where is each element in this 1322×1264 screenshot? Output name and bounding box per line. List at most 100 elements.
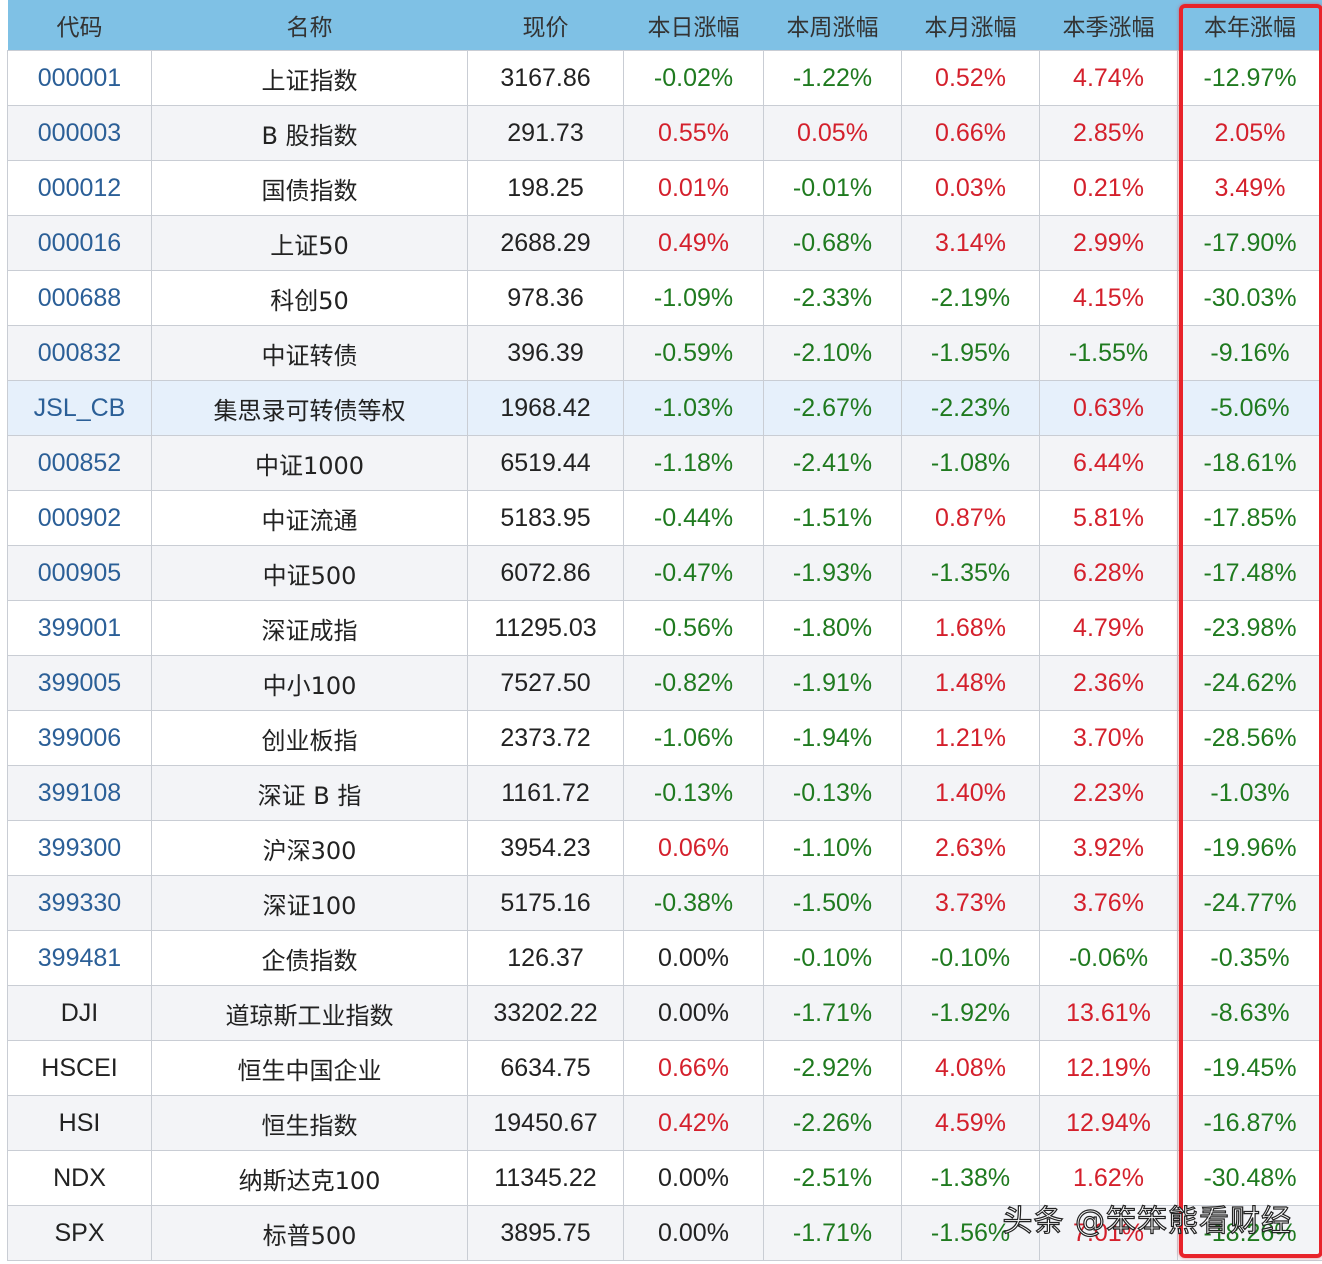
- quarter-change: -0.06%: [1039, 930, 1178, 986]
- index-code-link[interactable]: 399005: [7, 655, 152, 711]
- year-change: -18.26%: [1177, 1205, 1322, 1261]
- year-change: -9.16%: [1177, 325, 1322, 381]
- quarter-change: 4.15%: [1039, 270, 1178, 326]
- index-name: 中证转债: [151, 325, 468, 381]
- index-code-link[interactable]: 399330: [7, 875, 152, 931]
- current-price: 198.25: [467, 160, 624, 216]
- week-change: -0.10%: [763, 930, 902, 986]
- week-change: -2.33%: [763, 270, 902, 326]
- index-code-link[interactable]: 000852: [7, 435, 152, 491]
- table-row[interactable]: 000012 国债指数 198.25 0.01% -0.01% 0.03% 0.21% 3.4…: [7, 160, 1322, 216]
- current-price: 978.36: [467, 270, 624, 326]
- year-change: -17.48%: [1177, 545, 1322, 601]
- index-code-link[interactable]: 000902: [7, 490, 152, 546]
- week-change: -2.26%: [763, 1095, 902, 1151]
- index-code-link[interactable]: 399481: [7, 930, 152, 986]
- index-code-link[interactable]: 000688: [7, 270, 152, 326]
- table-row[interactable]: 000902 中证流通 5183.95 -0.44% -1.51% 0.87% 5.81% -…: [7, 490, 1322, 546]
- header-day-change[interactable]: 本日涨幅: [623, 0, 764, 51]
- table-row[interactable]: DJI 道琼斯工业指数 33202.22 0.00% -1.71% -1.92% 13.61…: [7, 985, 1322, 1041]
- table-body: 000001 上证指数 3167.86 -0.02% -1.22% 0.52% 4.74% -…: [7, 50, 1322, 1261]
- table-row[interactable]: 000852 中证1000 6519.44 -1.18% -2.41% -1.08% 6.4…: [7, 435, 1322, 491]
- header-price[interactable]: 现价: [467, 0, 624, 51]
- header-name[interactable]: 名称: [151, 0, 468, 51]
- table-row[interactable]: 399300 沪深300 3954.23 0.06% -1.10% 2.63% 3.92% -…: [7, 820, 1322, 876]
- year-change: 2.05%: [1177, 105, 1322, 161]
- table-row[interactable]: 399005 中小100 7527.50 -0.82% -1.91% 1.48% 2.36%…: [7, 655, 1322, 711]
- day-change: -1.18%: [623, 435, 764, 491]
- index-code-link[interactable]: 000905: [7, 545, 152, 601]
- index-name: 中证500: [151, 545, 468, 601]
- index-code-link[interactable]: 399006: [7, 710, 152, 766]
- month-change: 1.21%: [901, 710, 1040, 766]
- day-change: -1.09%: [623, 270, 764, 326]
- index-code-link[interactable]: 000012: [7, 160, 152, 216]
- index-code-link[interactable]: 399300: [7, 820, 152, 876]
- header-month-change[interactable]: 本月涨幅: [901, 0, 1040, 51]
- index-code: SPX: [7, 1205, 152, 1261]
- current-price: 11345.22: [467, 1150, 624, 1206]
- index-code-link[interactable]: 000832: [7, 325, 152, 381]
- month-change: -0.10%: [901, 930, 1040, 986]
- table-row[interactable]: 000016 上证50 2688.29 0.49% -0.68% 3.14% 2.99% -1…: [7, 215, 1322, 271]
- month-change: -1.35%: [901, 545, 1040, 601]
- index-code-link[interactable]: 000003: [7, 105, 152, 161]
- index-name: 企债指数: [151, 930, 468, 986]
- table-row[interactable]: 399006 创业板指 2373.72 -1.06% -1.94% 1.21% 3.70% -…: [7, 710, 1322, 766]
- week-change: -2.41%: [763, 435, 902, 491]
- week-change: -1.94%: [763, 710, 902, 766]
- year-change: -0.35%: [1177, 930, 1322, 986]
- header-year-change[interactable]: 本年涨幅: [1177, 0, 1322, 51]
- quarter-change: 1.62%: [1039, 1150, 1178, 1206]
- week-change: 0.05%: [763, 105, 902, 161]
- table-row[interactable]: 000832 中证转债 396.39 -0.59% -2.10% -1.95% -1.55%…: [7, 325, 1322, 381]
- month-change: -1.95%: [901, 325, 1040, 381]
- table-row[interactable]: 000688 科创50 978.36 -1.09% -2.33% -2.19% 4.15% -…: [7, 270, 1322, 326]
- table-row[interactable]: HSCEI 恒生中国企业 6634.75 0.66% -2.92% 4.08% 12.19%…: [7, 1040, 1322, 1096]
- day-change: -1.06%: [623, 710, 764, 766]
- table-row[interactable]: SPX 标普500 3895.75 0.00% -1.71% -1.56% 7.01% -18…: [7, 1205, 1322, 1261]
- day-change: 0.55%: [623, 105, 764, 161]
- week-change: -1.80%: [763, 600, 902, 656]
- year-change: -17.90%: [1177, 215, 1322, 271]
- week-change: -1.51%: [763, 490, 902, 546]
- table-row[interactable]: 000001 上证指数 3167.86 -0.02% -1.22% 0.52% 4.74% -…: [7, 50, 1322, 106]
- month-change: -2.19%: [901, 270, 1040, 326]
- week-change: -1.71%: [763, 985, 902, 1041]
- quarter-change: 5.81%: [1039, 490, 1178, 546]
- index-code-link[interactable]: 399001: [7, 600, 152, 656]
- month-change: 1.40%: [901, 765, 1040, 821]
- index-name: 恒生指数: [151, 1095, 468, 1151]
- current-price: 3167.86: [467, 50, 624, 106]
- table-row[interactable]: JSL_CB 集思录可转债等权 1968.42 -1.03% -2.67% -2.23% 0…: [7, 380, 1322, 436]
- header-week-change[interactable]: 本周涨幅: [763, 0, 902, 51]
- index-code-link[interactable]: 000001: [7, 50, 152, 106]
- table-row[interactable]: 000905 中证500 6072.86 -0.47% -1.93% -1.35% 6.28…: [7, 545, 1322, 601]
- table-row[interactable]: HSI 恒生指数 19450.67 0.42% -2.26% 4.59% 12.94% -16…: [7, 1095, 1322, 1151]
- table-header-row: 代码 名称 现价 本日涨幅 本周涨幅 本月涨幅 本季涨幅 本年涨幅: [7, 0, 1322, 51]
- header-code[interactable]: 代码: [7, 0, 152, 51]
- index-code-link[interactable]: 000016: [7, 215, 152, 271]
- index-name: 深证成指: [151, 600, 468, 656]
- index-name: 中证1000: [151, 435, 468, 491]
- index-code-link[interactable]: JSL_CB: [7, 380, 152, 436]
- table-row[interactable]: 000003 B 股指数 291.73 0.55% 0.05% 0.66% 2.85% 2.0…: [7, 105, 1322, 161]
- index-name: B 股指数: [151, 105, 468, 161]
- week-change: -0.68%: [763, 215, 902, 271]
- index-code-link[interactable]: 399108: [7, 765, 152, 821]
- table-row[interactable]: NDX 纳斯达克100 11345.22 0.00% -2.51% -1.38% 1.62%…: [7, 1150, 1322, 1206]
- table-row[interactable]: 399001 深证成指 11295.03 -0.56% -1.80% 1.68% 4.79%…: [7, 600, 1322, 656]
- day-change: -0.82%: [623, 655, 764, 711]
- table-row[interactable]: 399481 企债指数 126.37 0.00% -0.10% -0.10% -0.06% -…: [7, 930, 1322, 986]
- index-code: HSCEI: [7, 1040, 152, 1096]
- month-change: 1.68%: [901, 600, 1040, 656]
- day-change: 0.00%: [623, 1205, 764, 1261]
- day-change: -0.44%: [623, 490, 764, 546]
- header-quarter-change[interactable]: 本季涨幅: [1039, 0, 1178, 51]
- index-name: 中小100: [151, 655, 468, 711]
- month-change: 0.03%: [901, 160, 1040, 216]
- table-row[interactable]: 399108 深证 B 指 1161.72 -0.13% -0.13% 1.40% 2.23…: [7, 765, 1322, 821]
- quarter-change: 0.63%: [1039, 380, 1178, 436]
- table-row[interactable]: 399330 深证100 5175.16 -0.38% -1.50% 3.73% 3.76%…: [7, 875, 1322, 931]
- month-change: -1.92%: [901, 985, 1040, 1041]
